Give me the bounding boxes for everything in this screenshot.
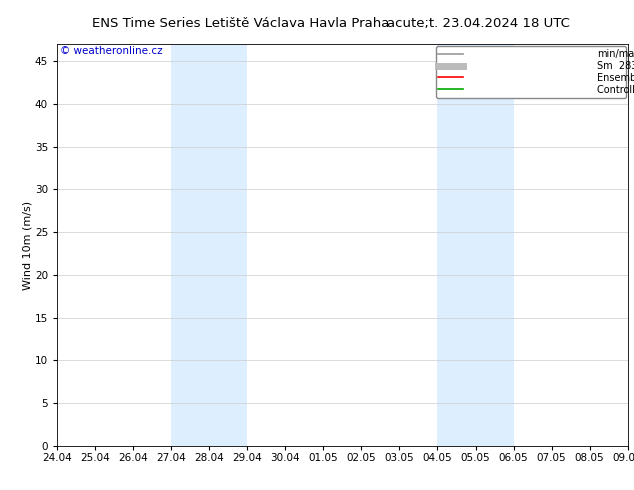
Bar (171, 44, 247, 446)
Text: © weatheronline.cz: © weatheronline.cz (60, 46, 162, 56)
Y-axis label: Wind 10m (m/s): Wind 10m (m/s) (22, 200, 32, 290)
Text: acute;t. 23.04.2024 18 UTC: acute;t. 23.04.2024 18 UTC (387, 17, 570, 30)
Legend: min/max, Sm  283;rodatn acute; odchylka, Ensemble mean run, Controll run: min/max, Sm 283;rodatn acute; odchylka, … (436, 46, 626, 98)
Bar (437, 44, 514, 446)
Text: ENS Time Series Letiště Václava Havla Praha: ENS Time Series Letiště Václava Havla Pr… (92, 17, 390, 30)
